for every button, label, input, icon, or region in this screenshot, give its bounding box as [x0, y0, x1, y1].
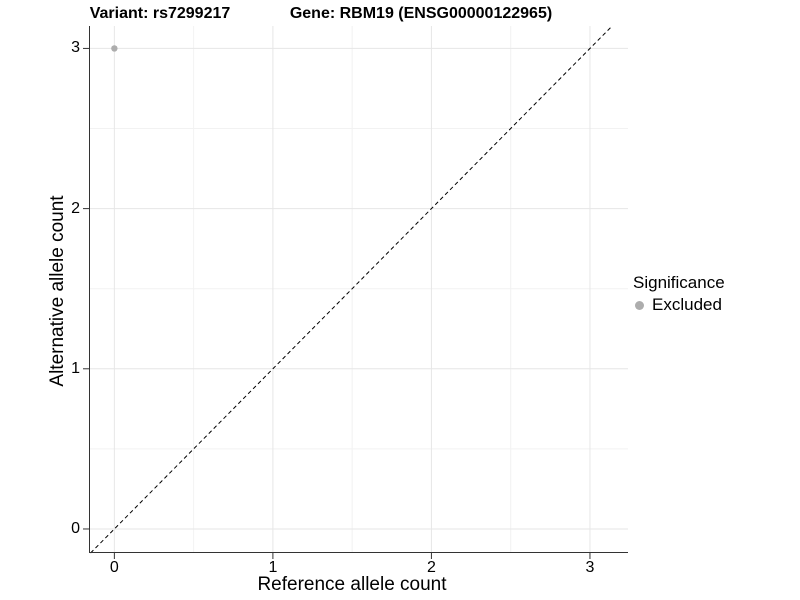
y-tick-label: 2: [71, 199, 80, 217]
legend-point-icon: [635, 300, 644, 310]
x-tick-label: 2: [426, 559, 436, 576]
identity-dashed-line: [90, 25, 613, 554]
plot-canvas: [83, 25, 628, 559]
legend-item-excluded: Excluded: [633, 295, 725, 315]
plot-title-gene: Gene: RBM19 (ENSG00000122965): [289, 5, 553, 22]
legend: Significance Excluded: [633, 272, 725, 315]
y-axis-title: Alternative allele count: [47, 195, 68, 387]
y-tick-label: 3: [71, 39, 80, 57]
legend-title: Significance: [633, 273, 725, 292]
y-tick-label: 1: [71, 359, 80, 377]
x-axis-title: Reference allele count: [257, 574, 447, 595]
x-tick-label: 1: [268, 559, 278, 576]
y-tick-label: 0: [71, 519, 80, 537]
plot-panel: [83, 25, 628, 559]
plot-title-variant: Variant: rs7299217: [89, 5, 231, 22]
data-point: [111, 45, 118, 52]
x-tick-label: 3: [585, 559, 595, 576]
x-tick-label: 0: [109, 559, 119, 576]
legend-item-label: Excluded: [652, 295, 722, 315]
